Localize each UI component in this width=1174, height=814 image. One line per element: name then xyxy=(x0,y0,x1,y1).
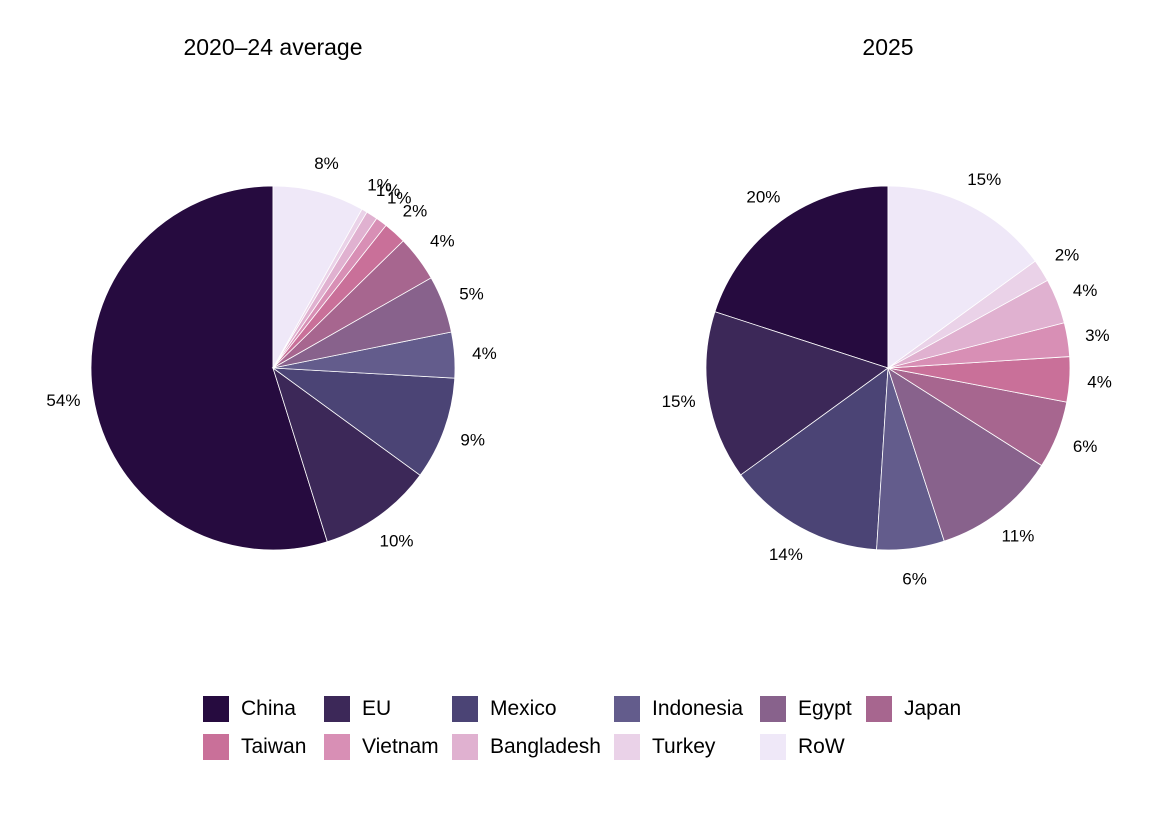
pie-label-egypt: 5% xyxy=(459,285,484,304)
legend-item-eu: EU xyxy=(324,696,391,722)
pie-label-row: 8% xyxy=(314,154,339,173)
pie-slice-mexico xyxy=(271,367,456,476)
pie-label-japan: 4% xyxy=(430,231,455,250)
pie-label-china: 54% xyxy=(46,391,80,410)
legend-label: Taiwan xyxy=(241,735,307,758)
legend-swatch xyxy=(203,696,229,722)
legend-swatch xyxy=(203,734,229,760)
legend-swatch xyxy=(614,734,640,760)
pie-slice-mexico xyxy=(740,367,889,551)
pie-label-egypt: 11% xyxy=(1002,527,1035,546)
legend-item-turkey: Turkey xyxy=(614,734,715,760)
legend-label: Vietnam xyxy=(362,735,439,758)
pie-left: 54%10%9%4%5%4%2%1%1%1%8% xyxy=(46,154,497,551)
legend-item-japan: Japan xyxy=(866,696,961,722)
pie-slice-row xyxy=(272,185,363,370)
legend-item-row: RoW xyxy=(760,734,845,760)
pie-title-right: 2025 xyxy=(862,34,913,60)
legend-swatch xyxy=(452,696,478,722)
legend-label: EU xyxy=(362,697,392,720)
pie-label-indonesia: 6% xyxy=(902,569,927,588)
legend-item-egypt: Egypt xyxy=(760,696,852,722)
legend-item-indonesia: Indonesia xyxy=(614,696,743,722)
legend-item-china: China xyxy=(203,696,296,722)
pie-label-row: 15% xyxy=(967,170,1001,189)
legend-item-bangladesh: Bangladesh xyxy=(452,734,601,760)
legend-swatch xyxy=(760,734,786,760)
legend-swatch xyxy=(866,696,892,722)
pie-right: 20% 15% 14% 6% 11% 6% 4% 3% 4% 2% 15% xyxy=(662,170,1112,588)
pie-label-taiwan: 2% xyxy=(403,202,428,221)
legend-label: Indonesia xyxy=(652,697,744,720)
legend-item-taiwan: Taiwan xyxy=(203,734,306,760)
legend-label: RoW xyxy=(798,735,845,758)
pie-slice-eu xyxy=(272,366,421,543)
pie-slice-row xyxy=(887,185,1036,369)
pie-label-eu: 15% xyxy=(662,392,696,411)
pie-label-indonesia: 4% xyxy=(472,344,497,363)
legend-label: China xyxy=(241,697,296,720)
pie-slice-china xyxy=(90,185,328,551)
pie-title-left: 2020–24 average xyxy=(183,34,362,60)
legend-label: Japan xyxy=(904,697,962,720)
pie-label-taiwan: 4% xyxy=(1087,372,1112,391)
legend-item-vietnam: Vietnam xyxy=(324,734,439,760)
pie-slice-china xyxy=(714,185,889,369)
legend-swatch xyxy=(324,696,350,722)
pie-label-eu: 10% xyxy=(379,531,413,550)
pie-slice-eu xyxy=(705,311,889,476)
legend-swatch xyxy=(452,734,478,760)
pie-label-turkey: 2% xyxy=(1055,245,1080,264)
legend-label: Turkey xyxy=(652,735,716,758)
pie-label-japan: 6% xyxy=(1073,437,1098,456)
pie-label-turkey: 1% xyxy=(367,176,392,195)
legend-swatch xyxy=(324,734,350,760)
pie-label-vietnam: 3% xyxy=(1085,326,1110,345)
legend-swatch xyxy=(614,696,640,722)
legend: China EU Mexico Indonesia Egypt Japan Taiwan Vi… xyxy=(203,696,1003,776)
legend-label: Egypt xyxy=(798,697,852,720)
legend-item-mexico: Mexico xyxy=(452,696,557,722)
pie-label-bangladesh: 4% xyxy=(1073,281,1098,300)
pie-label-bangladesh: 1% xyxy=(376,181,401,200)
pie-charts: 2020–24 average 2025 54%10%9%4%5%4%2%1%1… xyxy=(46,34,1112,588)
legend-label: Bangladesh xyxy=(490,735,601,758)
pie-slice-egypt xyxy=(887,367,1043,542)
legend-label: Mexico xyxy=(490,697,557,720)
pie-label-china: 20% xyxy=(746,187,780,206)
pie-label-mexico: 14% xyxy=(769,545,803,564)
pie-label-mexico: 9% xyxy=(460,430,485,449)
legend-swatch xyxy=(760,696,786,722)
pie-label-vietnam: 1% xyxy=(387,189,412,208)
